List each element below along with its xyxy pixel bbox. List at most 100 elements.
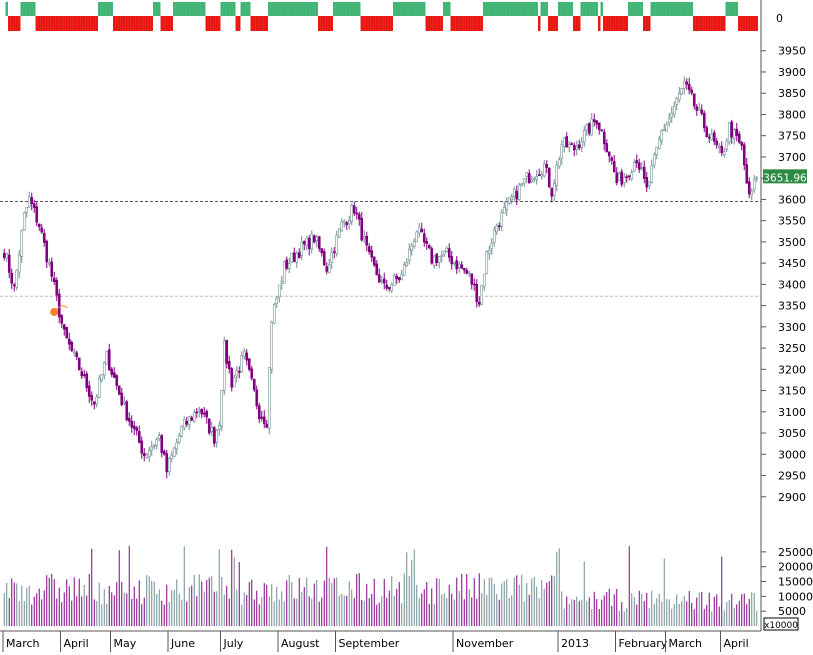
- candle-body: [562, 137, 566, 148]
- indicator-bar-positive: [530, 2, 533, 16]
- indicator-bar-positive: [533, 2, 536, 16]
- candle-body: [262, 416, 266, 424]
- candle-body: [445, 247, 449, 252]
- candle-body: [410, 245, 414, 252]
- candle-body: [55, 279, 59, 296]
- indicator-bar-positive: [353, 2, 356, 16]
- candle-body: [695, 106, 699, 111]
- indicator-bar-positive: [270, 2, 273, 16]
- indicator-bar-negative: [615, 16, 618, 31]
- candle-body: [415, 231, 419, 243]
- indicator-bar-negative: [750, 16, 753, 31]
- indicator-bar-negative: [425, 16, 428, 31]
- indicator-bar-negative: [440, 16, 443, 31]
- indicator-bar-negative: [723, 16, 726, 31]
- reference-lines: [0, 201, 761, 297]
- indicator-bar-positive: [195, 2, 198, 16]
- indicator-bar-positive: [660, 2, 663, 16]
- candle-body: [345, 222, 349, 226]
- indicator-bar-negative: [13, 16, 16, 31]
- indicator-bar-positive: [680, 2, 683, 16]
- indicator-bar-positive: [293, 2, 296, 16]
- indicator-bar-positive: [173, 2, 176, 16]
- price-tick-label: 3050: [778, 427, 806, 440]
- candle-body: [47, 262, 51, 265]
- indicator-bar-negative: [700, 16, 703, 31]
- indicator-bar-positive: [588, 2, 591, 16]
- volume-tick-label: 5000: [778, 605, 806, 618]
- indicator-bar-negative: [708, 16, 711, 31]
- indicator-bar-positive: [278, 2, 281, 16]
- candle-body: [60, 315, 64, 324]
- candle-body: [740, 141, 744, 146]
- indicator-bar-positive: [515, 2, 518, 16]
- indicator-bar-negative: [538, 16, 541, 31]
- candle-body: [477, 302, 481, 305]
- indicator-bar-positive: [335, 2, 338, 16]
- candle-body: [700, 109, 704, 114]
- indicator-bar-negative: [18, 16, 21, 31]
- indicator-bar-negative: [8, 16, 11, 31]
- candle-body: [277, 284, 281, 298]
- indicator-bar-negative: [73, 16, 76, 31]
- candle-body: [295, 253, 299, 263]
- candle-body: [580, 141, 584, 148]
- indicator-bar-negative: [80, 16, 83, 31]
- indicator-bar-negative: [605, 16, 608, 31]
- volume-bars: [3, 546, 758, 626]
- indicator-bar-positive: [418, 2, 421, 16]
- indicator-bar-positive: [410, 2, 413, 16]
- indicator-bar-positive: [295, 2, 298, 16]
- candle-body: [375, 263, 379, 276]
- indicator-bar-positive: [448, 2, 451, 16]
- indicator-bar-negative: [713, 16, 716, 31]
- candle-body: [215, 429, 219, 443]
- candle-body: [332, 251, 336, 253]
- candle-body: [300, 242, 304, 257]
- candle-body: [322, 251, 326, 266]
- month-tick-label: August: [281, 637, 320, 650]
- candle-body: [12, 284, 16, 287]
- indicator-bar-negative: [748, 16, 751, 31]
- candle-body: [600, 129, 604, 132]
- candle-body: [752, 178, 756, 190]
- candle-body: [72, 350, 76, 353]
- candle-body: [405, 262, 409, 266]
- indicator-bar-positive: [668, 2, 671, 16]
- candle-body: [500, 212, 504, 227]
- candle-body: [460, 264, 464, 269]
- indicator-bar-negative: [388, 16, 391, 31]
- month-tick-label: February: [619, 637, 668, 650]
- candle-body: [747, 181, 751, 195]
- indicator-bar-positive: [665, 2, 668, 16]
- indicator-bar-positive: [355, 2, 358, 16]
- candle-body: [440, 254, 444, 257]
- indicator-bar-negative: [63, 16, 66, 31]
- candle-body: [420, 228, 424, 233]
- candle-body: [510, 196, 514, 200]
- candle-body: [385, 284, 389, 289]
- candle-body: [442, 251, 446, 255]
- indicator-bar-negative: [35, 16, 38, 31]
- indicator-bar-positive: [630, 2, 633, 16]
- candle-body: [557, 159, 561, 167]
- candle-body: [742, 144, 746, 166]
- candle-body: [552, 183, 556, 196]
- indicator-bar-negative: [260, 16, 263, 31]
- month-tick-label: July: [223, 637, 244, 650]
- last-price-badge: 3651.96: [763, 169, 807, 184]
- indicator-bar-negative: [68, 16, 71, 31]
- indicator-bar-negative: [78, 16, 81, 31]
- month-tick-label: September: [339, 637, 400, 650]
- indicator-bar-negative: [255, 16, 258, 31]
- indicator-bar-negative: [250, 16, 253, 31]
- top-indicator-panel: [5, 2, 758, 31]
- indicator-bar-positive: [395, 2, 398, 16]
- indicator-bar-positive: [158, 2, 161, 16]
- candle-body: [417, 226, 421, 234]
- candle-body: [537, 174, 541, 176]
- price-tick-label: 3200: [778, 363, 806, 376]
- candle-body: [347, 220, 351, 225]
- candle-body: [397, 277, 401, 281]
- indicator-bar-negative: [253, 16, 256, 31]
